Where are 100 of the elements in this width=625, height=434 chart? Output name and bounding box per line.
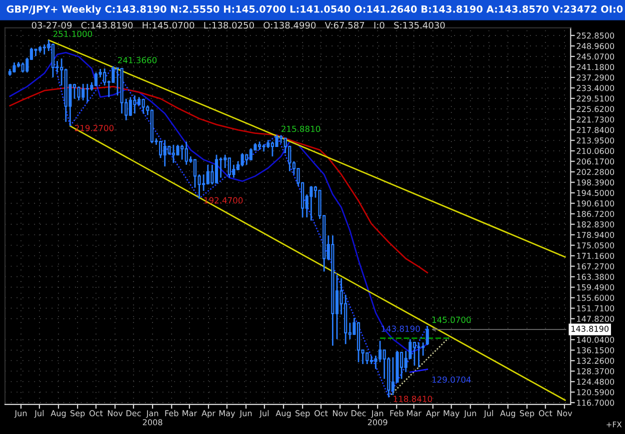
- x-tick-label: Nov: [557, 410, 572, 416]
- candlestick: [94, 72, 98, 87]
- candlestick: [193, 158, 197, 188]
- line-series: [9, 86, 428, 274]
- x-tick-label: Jul: [259, 410, 269, 418]
- candlestick: [21, 62, 24, 74]
- annotation: 219.2700: [74, 124, 114, 132]
- x-tick-label: Nov: [108, 410, 123, 416]
- y-tick-label: 225.6200: [576, 106, 614, 112]
- x-tick-label: Oct: [89, 410, 103, 416]
- candlestick: [275, 134, 278, 148]
- annotation: 192.4700: [204, 197, 243, 204]
- annotation: 251.1000: [53, 30, 92, 38]
- x-tick-label: Apr: [426, 410, 440, 418]
- x-tick-label: Sep: [296, 410, 310, 418]
- y-tick-label: 206.1700: [576, 158, 614, 165]
- candlestick: [176, 144, 180, 156]
- candlestick: [103, 68, 106, 86]
- x-tick-label: Jan 2008: [142, 410, 162, 426]
- x-tick-label: Jun: [239, 410, 252, 418]
- y-tick-label: 175.0500: [577, 242, 614, 248]
- y-tick-label: 221.7300: [576, 116, 614, 123]
- candlestick: [245, 154, 248, 166]
- candlestick: [417, 342, 420, 368]
- y-tick-label: 237.2900: [576, 74, 614, 81]
- x-tick-label: Feb: [165, 410, 178, 416]
- x-tick-label: Nov: [333, 410, 348, 416]
- y-tick-label: 252.8500: [576, 32, 614, 39]
- x-tick-label: Jun: [464, 410, 476, 418]
- candlestick: [77, 86, 80, 102]
- y-tick-label: 167.2700: [577, 263, 614, 270]
- y-tick-label: 210.0600: [576, 148, 614, 154]
- candlestick: [240, 152, 244, 168]
- annotation: 241.3660: [118, 56, 157, 64]
- y-tick-label: 241.1800: [576, 64, 614, 70]
- x-tick-label: Jul: [484, 410, 493, 418]
- x-tick-label: Oct: [538, 410, 552, 416]
- y-tick-label: 136.1500: [577, 347, 614, 354]
- candlestick: [310, 185, 313, 222]
- annotation: 215.8810: [282, 126, 320, 132]
- x-tick-label: Feb: [390, 410, 404, 416]
- x-tick-label: May: [219, 410, 236, 418]
- candlestick: [133, 94, 136, 114]
- x-tick-label: Aug: [276, 410, 291, 418]
- y-tick-label: 248.9600: [576, 43, 614, 50]
- y-tick-label: 151.7100: [577, 305, 614, 312]
- x-tick-label: Sep: [70, 410, 85, 418]
- y-tick-label: 198.3900: [577, 179, 614, 186]
- candlestick: [112, 66, 115, 84]
- x-tick-label: Mar: [407, 410, 422, 416]
- annotation: 118.8410: [394, 396, 432, 402]
- x-tick-label: Aug: [50, 410, 66, 418]
- x-tick-label: Jan 2009: [368, 410, 388, 426]
- y-tick-label: 202.2800: [576, 168, 614, 175]
- x-tick-label: Aug: [500, 410, 516, 418]
- y-tick-label: 159.4900: [577, 284, 614, 290]
- y-tick-label: 163.3800: [577, 274, 614, 280]
- x-tick-label: Sep: [520, 410, 534, 418]
- y-tick-label: 233.4000: [576, 84, 614, 92]
- y-tick-label: 182.8300: [577, 221, 614, 228]
- y-tick-label: 128.3700: [577, 368, 614, 374]
- y-tick-label: 186.7200: [577, 210, 614, 217]
- y-tick-label: 120.5900: [577, 389, 614, 396]
- y-tick-label: 147.8200: [577, 316, 614, 322]
- y-tick-label: 155.6000: [577, 294, 614, 301]
- chart-subtitle: 03-27-09 C:143.8190 H:145.0700 L:138.0250 O:138.4990 V:67.587 I:0 S:135.4030: [32, 22, 445, 29]
- y-tick-label: 217.8400: [576, 126, 614, 134]
- x-tick-label: May: [444, 410, 460, 418]
- candlestick: [426, 325, 429, 346]
- y-tick-label: 178.9400: [577, 232, 614, 238]
- x-tick-label: Mar: [182, 410, 198, 416]
- candlestick: [228, 156, 231, 178]
- candlestick: [163, 139, 166, 168]
- x-tick-label: Jun: [14, 410, 27, 418]
- y-tick-label: 171.1600: [577, 252, 614, 259]
- y-tick-label: 140.0400: [577, 336, 614, 343]
- x-tick-label: Oct: [314, 410, 328, 416]
- y-tick-label: 132.2600: [577, 358, 614, 364]
- candlestick: [378, 340, 382, 363]
- y-tick-label: 116.7000: [577, 400, 614, 406]
- candlestick: [42, 44, 46, 56]
- y-tick-label: 245.0700: [576, 54, 614, 60]
- x-tick-label: Apr: [202, 410, 216, 418]
- candlestick: [184, 140, 188, 166]
- annotation: 145.0700: [432, 316, 471, 323]
- annotation: 143.8190: [572, 326, 609, 332]
- y-tick-label: 124.4800: [577, 378, 614, 385]
- annotation: 129.0704: [432, 376, 471, 383]
- candlestick: [206, 164, 210, 186]
- candlestick: [142, 98, 145, 114]
- y-tick-label: 190.6100: [577, 200, 614, 206]
- x-tick-label: Dec: [352, 410, 366, 416]
- x-tick-label: Dec: [126, 410, 141, 416]
- y-tick-label: 229.5100: [576, 95, 614, 102]
- candlestick: [86, 83, 89, 103]
- x-tick-label: Jul: [34, 410, 44, 418]
- y-tick-label: 213.9500: [576, 137, 614, 144]
- chart-title: GBP/JPY+ Weekly C:143.8190 N:2.5550 H:145.0700 L:141.0540 O:141.2640 B:143.8190 A:143.8570 V:23472 OI:0: [6, 5, 623, 15]
- y-tick-label: 194.5000: [577, 190, 614, 196]
- candlestick: [214, 154, 218, 184]
